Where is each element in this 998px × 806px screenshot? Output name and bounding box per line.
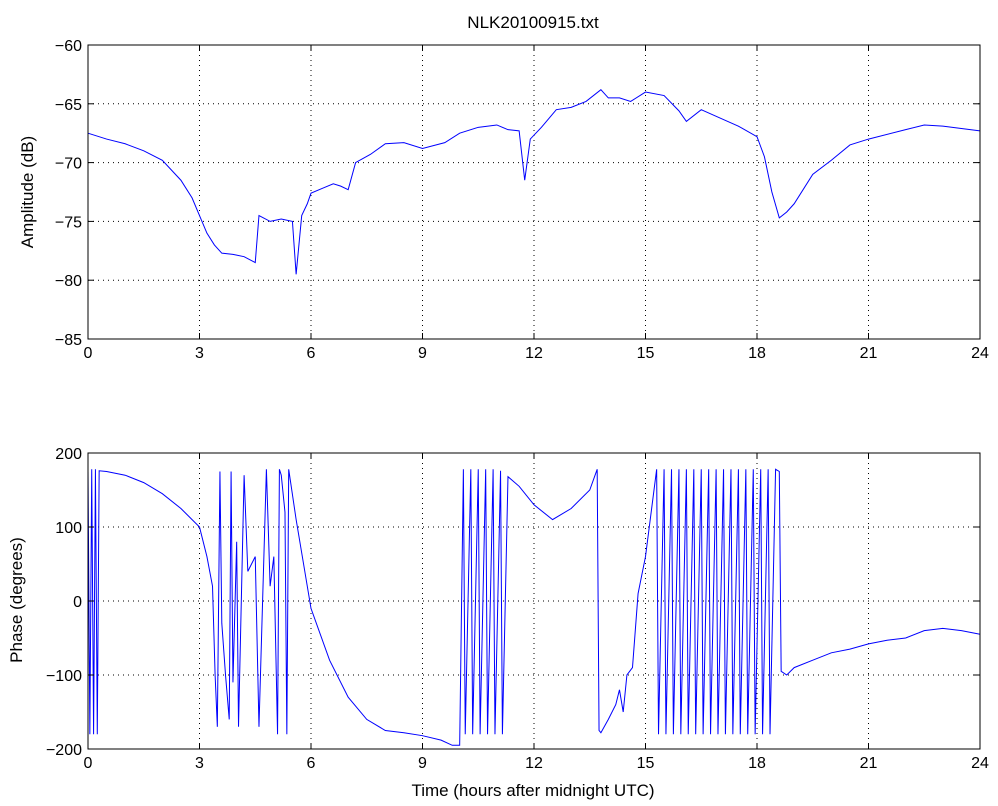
amplitude-panel: NLK20100915.txt Amplitude (dB) 0 3 6 9 12 15 1… <box>18 13 989 362</box>
phase-y-tick-label: 100 <box>55 520 82 537</box>
amplitude-y-tick-label: −80 <box>55 273 82 290</box>
phase-y-tick-label: 0 <box>73 594 82 611</box>
phase-x-tick-label: 6 <box>307 755 316 772</box>
amplitude-x-tick-label: 3 <box>195 345 204 362</box>
phase-y-tick-label: −200 <box>46 742 82 759</box>
phase-x-tick-label: 12 <box>525 755 543 772</box>
amplitude-series-line <box>87 89 981 275</box>
amplitude-y-tick-label: −85 <box>55 332 82 349</box>
amplitude-x-tick-label: 6 <box>307 345 316 362</box>
amplitude-x-tick-label: 18 <box>748 345 766 362</box>
phase-x-axis-label: Time (hours after midnight UTC) <box>411 781 654 800</box>
amplitude-y-tick-label: −75 <box>55 214 82 231</box>
amplitude-x-tick-label: 12 <box>525 345 543 362</box>
phase-x-tick-label: 3 <box>195 755 204 772</box>
amplitude-y-tick-label: −65 <box>55 97 82 114</box>
phase-x-tick-label: 21 <box>860 755 878 772</box>
phase-x-tick-label: 9 <box>418 755 427 772</box>
phase-y-tick-label: 200 <box>55 446 82 463</box>
amplitude-y-tick-label: −70 <box>55 156 82 173</box>
phase-x-tick-label: 0 <box>84 755 93 772</box>
phase-y-tick-label: −100 <box>46 668 82 685</box>
phase-panel: Time (hours after midnight UTC) Phase (d… <box>7 446 989 800</box>
amplitude-axes-frame <box>87 44 981 340</box>
amplitude-y-tick-label: −60 <box>55 38 82 55</box>
amplitude-y-axis-label: Amplitude (dB) <box>18 136 37 248</box>
amplitude-x-tick-label: 24 <box>971 345 989 362</box>
amplitude-x-tick-label: 0 <box>84 345 93 362</box>
amplitude-x-tick-label: 21 <box>860 345 878 362</box>
phase-x-tick-label: 15 <box>637 755 655 772</box>
chart-title: NLK20100915.txt <box>467 13 599 32</box>
phase-series-line <box>87 468 981 746</box>
phase-x-tick-label: 18 <box>748 755 766 772</box>
phase-x-tick-label: 24 <box>971 755 989 772</box>
phase-y-axis-label: Phase (degrees) <box>7 537 26 663</box>
amplitude-x-tick-label: 15 <box>637 345 655 362</box>
amplitude-x-tick-label: 9 <box>418 345 427 362</box>
